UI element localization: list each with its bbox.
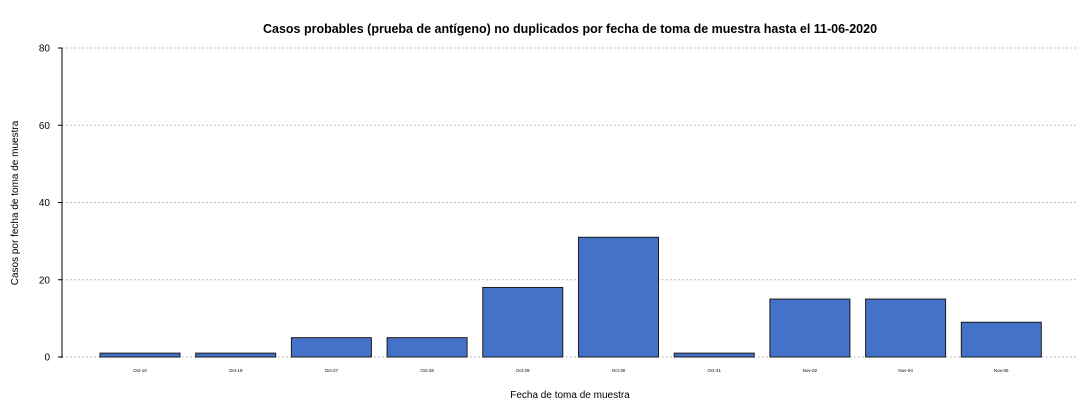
bar	[865, 298, 947, 358]
x-tick-label: Nov-02	[803, 368, 818, 373]
y-axis-ticks: 0 20 40 60 80	[39, 44, 62, 364]
bar	[195, 352, 277, 358]
x-tick-label: Oct-29	[516, 368, 530, 373]
x-tick-label: Nov-04	[898, 368, 913, 373]
x-tick-label: Oct-31	[707, 368, 721, 373]
bar	[578, 236, 659, 358]
y-tick-label: 60	[39, 121, 51, 132]
bar	[386, 337, 468, 358]
x-tick-label: Nov-05	[994, 368, 1009, 373]
x-tick-label: Oct-28	[420, 368, 434, 373]
y-tick-label: 0	[44, 353, 50, 364]
x-tick-label: Oct-19	[229, 368, 243, 373]
x-axis-tick-labels: Oct-10 Oct-19 Oct-27 Oct-28 Oct-29 Oct-30 Oct-…	[133, 368, 1009, 373]
bar	[769, 298, 851, 358]
y-axis-label: Casos por fecha de toma de muestra	[10, 120, 21, 285]
chart-title: Casos probables (prueba de antígeno) no …	[263, 22, 877, 36]
y-tick-label: 80	[39, 44, 51, 55]
bar	[290, 337, 372, 358]
bars	[99, 236, 1042, 358]
y-tick-label: 20	[39, 275, 51, 286]
x-tick-label: Oct-10	[133, 368, 147, 373]
bar	[960, 321, 1042, 358]
bar	[673, 352, 755, 358]
bar	[99, 352, 181, 358]
x-axis-label: Fecha de toma de muestra	[510, 390, 630, 401]
y-tick-label: 40	[39, 198, 51, 209]
x-tick-label: Oct-30	[612, 368, 626, 373]
bar	[482, 286, 564, 358]
x-tick-label: Oct-27	[325, 368, 339, 373]
